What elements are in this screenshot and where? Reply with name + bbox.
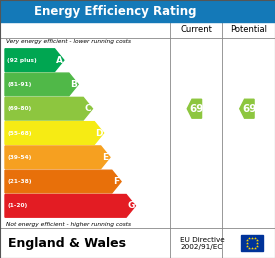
Text: 69: 69 — [189, 104, 204, 114]
Text: Potential: Potential — [230, 26, 267, 35]
Text: (39-54): (39-54) — [7, 155, 31, 160]
Bar — [241, 235, 263, 251]
Text: (81-91): (81-91) — [7, 82, 31, 87]
Polygon shape — [5, 73, 78, 96]
Text: (21-38): (21-38) — [7, 179, 32, 184]
Text: C: C — [84, 104, 91, 113]
Text: (55-68): (55-68) — [7, 131, 32, 135]
Polygon shape — [5, 49, 64, 71]
Polygon shape — [5, 97, 92, 120]
Text: 69: 69 — [242, 104, 257, 114]
Text: G: G — [127, 201, 134, 210]
Bar — [0, 0, 275, 22]
Polygon shape — [5, 195, 135, 217]
Text: (69-80): (69-80) — [7, 106, 31, 111]
Polygon shape — [187, 99, 202, 118]
Text: D: D — [95, 128, 103, 138]
Text: (1-20): (1-20) — [7, 203, 27, 208]
Text: A: A — [56, 56, 63, 65]
Polygon shape — [5, 146, 110, 169]
Text: Energy Efficiency Rating: Energy Efficiency Rating — [34, 4, 197, 18]
Text: Not energy efficient - higher running costs: Not energy efficient - higher running co… — [6, 222, 131, 227]
Text: (92 plus): (92 plus) — [7, 58, 37, 63]
Text: EU Directive
2002/91/EC: EU Directive 2002/91/EC — [180, 237, 225, 249]
Text: E: E — [102, 153, 108, 162]
Polygon shape — [5, 122, 104, 144]
Polygon shape — [5, 170, 121, 193]
Polygon shape — [240, 99, 254, 118]
Text: F: F — [113, 177, 119, 186]
Text: England & Wales: England & Wales — [8, 237, 126, 249]
Text: Current: Current — [180, 26, 212, 35]
Text: B: B — [70, 80, 77, 89]
Text: Very energy efficient - lower running costs: Very energy efficient - lower running co… — [6, 39, 131, 44]
